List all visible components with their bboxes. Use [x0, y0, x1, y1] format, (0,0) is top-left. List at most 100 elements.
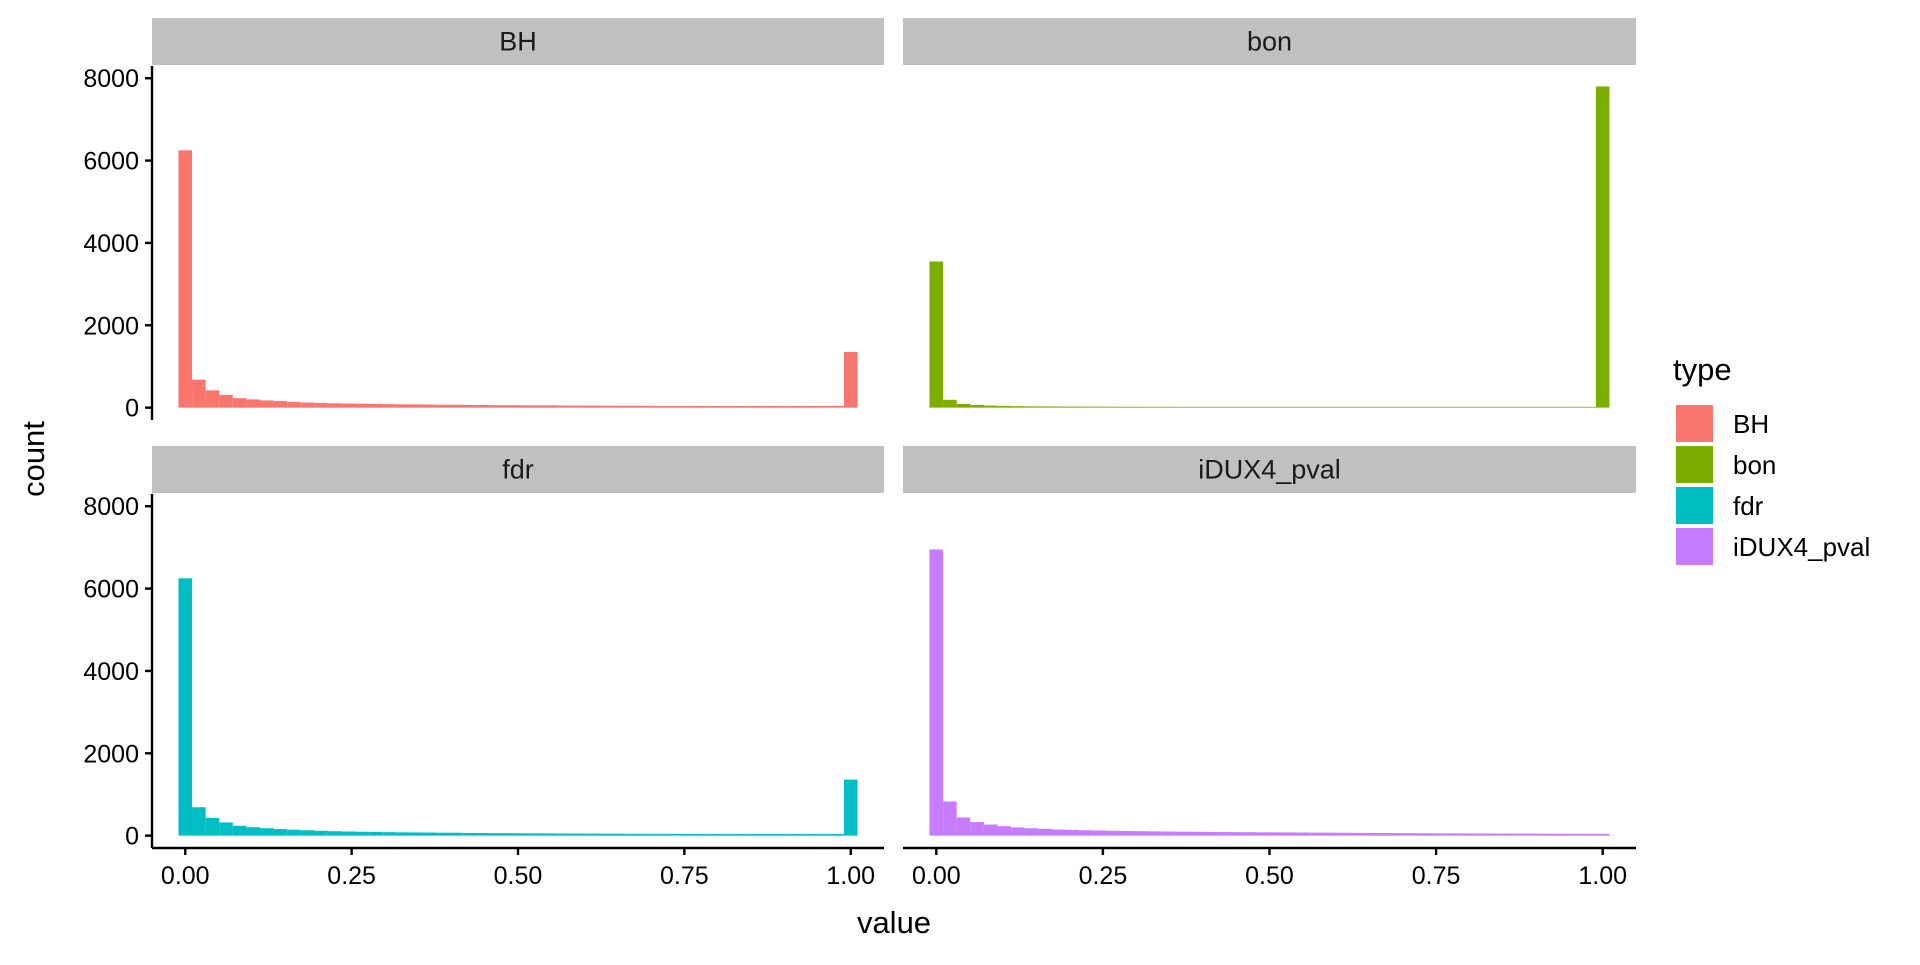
histogram-bar-bh	[735, 406, 749, 408]
histogram-bar-bh	[287, 401, 301, 408]
histogram-bar-fdr	[748, 834, 763, 836]
histogram-bar-idux4-pval	[1459, 833, 1474, 836]
histogram-bar-idux4-pval	[1079, 830, 1093, 836]
histogram-bar-idux4-pval	[1133, 831, 1148, 836]
histogram-bar-bon	[1459, 406, 1474, 408]
histogram-bar-idux4-pval	[1419, 833, 1433, 836]
histogram-bar-idux4-pval	[1568, 833, 1583, 836]
histogram-bar-bh	[545, 405, 559, 408]
x-tick-label: 0.50	[494, 862, 543, 890]
histogram-bar-bon	[1391, 406, 1406, 408]
histogram-bar-bon	[1514, 406, 1528, 408]
histogram-bar-fdr	[490, 833, 505, 836]
histogram-bar-fdr	[626, 833, 641, 836]
histogram-bar-fdr	[395, 832, 410, 836]
histogram-bar-fdr	[246, 827, 260, 836]
histogram-bar-bon	[943, 399, 957, 408]
y-tick-label: 4000	[83, 658, 139, 686]
histogram-bar-bon	[1378, 406, 1392, 408]
histogram-bar-bh	[558, 405, 573, 408]
histogram-bar-fdr	[708, 834, 722, 836]
histogram-bar-fdr	[382, 832, 396, 836]
histogram-bar-bon	[1187, 406, 1202, 408]
facet-strip-label-bh: BH	[499, 27, 537, 57]
y-tick-label: 6000	[83, 148, 139, 176]
histogram-bar-bon	[1119, 406, 1134, 408]
histogram-bar-bh	[192, 379, 206, 408]
histogram-bar-fdr	[518, 833, 532, 836]
histogram-bar-idux4-pval	[1555, 833, 1569, 836]
histogram-bar-bon	[1419, 406, 1433, 408]
histogram-bar-bh	[219, 394, 233, 408]
histogram-bar-bon	[1296, 406, 1311, 408]
facet-strip-bon	[903, 18, 1636, 65]
histogram-bar-fdr	[314, 830, 328, 836]
histogram-bar-bh	[816, 406, 831, 408]
histogram-bar-bon	[1051, 406, 1066, 408]
x-tick-label: 0.00	[161, 862, 210, 890]
x-tick-label: 0.25	[327, 862, 376, 890]
histogram-bar-bon	[1595, 86, 1610, 408]
histogram-bar-bon	[929, 261, 944, 408]
x-tick-label: 1.00	[826, 862, 875, 890]
histogram-bar-bon	[997, 405, 1012, 408]
histogram-bar-fdr	[667, 833, 681, 836]
histogram-bar-idux4-pval	[1147, 831, 1161, 836]
histogram-bar-bh	[273, 401, 288, 408]
x-tick-label: 0.75	[660, 862, 709, 890]
histogram-bar-fdr	[776, 834, 790, 836]
histogram-bar-bon	[1555, 406, 1569, 408]
histogram-bar-fdr	[287, 829, 301, 836]
histogram-bar-bon	[983, 405, 998, 408]
histogram-bar-bh	[803, 406, 817, 408]
facet-strip-bh	[152, 18, 884, 65]
y-tick-label: 0	[125, 395, 139, 423]
histogram-bar-bon	[1242, 406, 1256, 408]
histogram-bar-bon	[1160, 406, 1175, 408]
histogram-bar-bon	[970, 404, 984, 408]
histogram-bar-bon	[1405, 406, 1420, 408]
histogram-bar-bh	[721, 406, 736, 408]
histogram-bar-bh	[843, 352, 858, 408]
facet-strip-fdr	[152, 446, 884, 493]
histogram-bar-bh	[463, 404, 478, 408]
histogram-bar-bh	[626, 405, 641, 408]
histogram-bar-fdr	[219, 822, 233, 836]
histogram-bar-idux4-pval	[1337, 832, 1352, 836]
histogram-bar-bon	[1310, 406, 1324, 408]
histogram-bar-bon	[1541, 406, 1556, 408]
histogram-bar-idux4-pval	[1174, 831, 1188, 836]
histogram-bar-bh	[450, 404, 464, 408]
histogram-bar-bon	[1568, 406, 1583, 408]
histogram-bar-fdr	[843, 779, 858, 836]
histogram-bar-fdr	[232, 825, 247, 836]
facet-strip-label-fdr: fdr	[502, 455, 534, 485]
histogram-bar-bon	[1337, 406, 1352, 408]
histogram-bar-bh	[300, 402, 315, 408]
y-tick-label: 0	[125, 823, 139, 851]
histogram-bar-bon	[1582, 406, 1596, 408]
histogram-bar-idux4-pval	[1391, 833, 1406, 836]
histogram-bar-idux4-pval	[1255, 832, 1270, 836]
histogram-bar-idux4-pval	[1092, 830, 1107, 836]
histogram-bar-bon	[1269, 406, 1284, 408]
histogram-bar-bh	[504, 405, 518, 408]
histogram-bar-bon	[1065, 406, 1080, 408]
histogram-bar-bh	[708, 406, 722, 408]
histogram-bar-idux4-pval	[983, 824, 998, 836]
histogram-bar-fdr	[436, 832, 451, 836]
histogram-bar-idux4-pval	[956, 817, 971, 836]
facet-strip-label-bon: bon	[1247, 27, 1292, 57]
histogram-bar-fdr	[789, 834, 804, 836]
histogram-bar-bh	[680, 405, 695, 408]
histogram-bar-bh	[748, 406, 763, 408]
histogram-bar-fdr	[816, 834, 831, 836]
histogram-bar-bon	[1364, 406, 1379, 408]
histogram-bar-idux4-pval	[943, 801, 957, 836]
histogram-bar-bon	[1011, 406, 1025, 408]
histogram-bar-idux4-pval	[1514, 833, 1528, 836]
histogram-bar-fdr	[422, 832, 437, 836]
y-axis-title: count	[16, 421, 51, 497]
